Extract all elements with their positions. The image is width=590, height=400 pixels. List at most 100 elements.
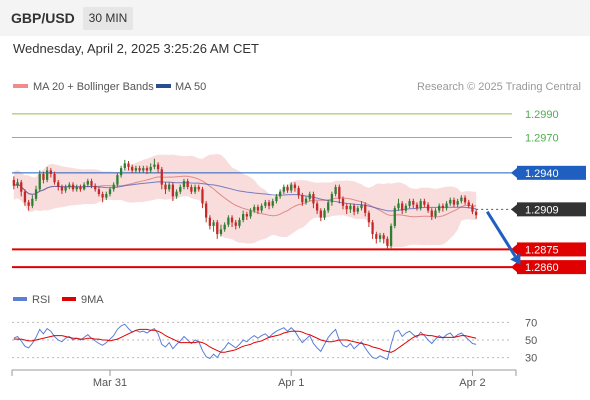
- candle: [234, 219, 237, 230]
- candle: [349, 203, 352, 213]
- candle: [408, 198, 411, 209]
- level-label-1.2875: 1.2875: [525, 244, 559, 256]
- candle: [378, 232, 382, 243]
- candle: [23, 189, 27, 206]
- candle: [94, 183, 97, 192]
- candle: [293, 182, 297, 192]
- candle: [249, 208, 252, 219]
- candle: [356, 205, 359, 215]
- candle: [323, 208, 326, 220]
- candle: [430, 208, 433, 220]
- moving-averages: [13, 175, 477, 218]
- candle: [415, 202, 419, 211]
- candle: [375, 231, 378, 244]
- candle: [193, 184, 197, 195]
- candle: [160, 166, 163, 190]
- candle: [423, 198, 426, 207]
- candle: [438, 203, 441, 213]
- candle: [253, 204, 256, 213]
- candle: [304, 196, 308, 205]
- candle: [101, 191, 104, 203]
- candle: [38, 170, 41, 192]
- candle: [441, 203, 445, 212]
- candle: [227, 215, 230, 228]
- candle: [212, 219, 215, 232]
- candle: [412, 198, 415, 209]
- candle: [20, 179, 23, 197]
- rsi-legend: RSI 9MA: [13, 294, 104, 306]
- candle: [53, 171, 56, 185]
- candle: [401, 201, 404, 215]
- chart-legend: MA 20 + Bollinger Bands MA 50 Research ©…: [13, 81, 581, 93]
- time-tick-label: Apr 2: [459, 377, 485, 389]
- candle: [142, 165, 145, 173]
- candle: [27, 199, 30, 211]
- chart-datetime: Wednesday, April 2, 2025 3:25:26 AM CET: [13, 41, 259, 56]
- candle: [245, 211, 248, 220]
- ma50-line: [13, 181, 477, 212]
- timeframe-badge[interactable]: 30 MIN: [83, 7, 133, 30]
- candle: [475, 209, 478, 219]
- candle: [308, 191, 311, 202]
- candle: [341, 196, 345, 210]
- forecast-arrow-head: [510, 253, 521, 265]
- candle: [57, 179, 60, 191]
- time-axis: Mar 31 Apr 1 Apr 2: [11, 369, 517, 389]
- instrument-title: GBP/USD: [11, 10, 75, 26]
- candle: [127, 161, 130, 171]
- candle: [60, 184, 64, 195]
- candle: [116, 172, 119, 187]
- rsi-legend-label: RSI: [32, 294, 50, 306]
- candle: [315, 201, 319, 215]
- candle: [112, 182, 115, 192]
- candle: [16, 178, 19, 189]
- rsi-ma-legend-swatch: [62, 297, 76, 301]
- candle: [345, 203, 348, 215]
- candle: [364, 202, 367, 217]
- candle: [360, 201, 363, 211]
- candle: [367, 210, 371, 228]
- candle: [238, 217, 241, 229]
- rsi-tick-label: 70: [525, 317, 537, 329]
- candle: [131, 164, 134, 173]
- level-tag-pointer-1.2875: [511, 244, 517, 255]
- ma50-legend-label: MA 50: [175, 81, 206, 93]
- level-label-1.2860: 1.2860: [525, 262, 559, 274]
- candle: [86, 178, 89, 187]
- candle: [460, 195, 463, 204]
- candle: [179, 184, 182, 195]
- rsi-line: [13, 323, 477, 361]
- candle: [138, 165, 141, 173]
- candle: [297, 185, 300, 199]
- candle: [426, 202, 430, 213]
- candle: [456, 198, 459, 207]
- key-levels: 1.2990 1.2970 1.2940 1.2875 1.2860: [12, 109, 586, 275]
- rsi-panel: 70 50 30: [12, 317, 537, 365]
- level-label-1.2970: 1.2970: [525, 132, 559, 144]
- candle: [352, 203, 356, 216]
- candle: [327, 199, 330, 213]
- candle: [301, 192, 304, 206]
- last-price-label: 1.2909: [525, 204, 559, 216]
- candle: [275, 194, 278, 204]
- bollinger-band: [13, 153, 477, 248]
- candle: [271, 198, 274, 209]
- candle: [290, 182, 293, 193]
- candle: [153, 158, 156, 170]
- candle: [449, 197, 452, 206]
- candle: [149, 163, 152, 173]
- candle: [186, 178, 189, 190]
- level-label-1.2990: 1.2990: [525, 109, 559, 121]
- candle: [182, 178, 186, 190]
- candle: [404, 203, 408, 213]
- candle: [190, 184, 193, 195]
- level-tag-pointer-1.2860: [511, 262, 517, 273]
- candle: [197, 184, 200, 192]
- research-credit: Research © 2025 Trading Central: [417, 81, 581, 93]
- candle: [34, 185, 38, 202]
- rsi-legend-swatch: [13, 297, 27, 301]
- candle: [264, 199, 267, 209]
- candle: [119, 165, 123, 178]
- time-tick-label: Apr 1: [278, 377, 304, 389]
- candle: [108, 186, 112, 197]
